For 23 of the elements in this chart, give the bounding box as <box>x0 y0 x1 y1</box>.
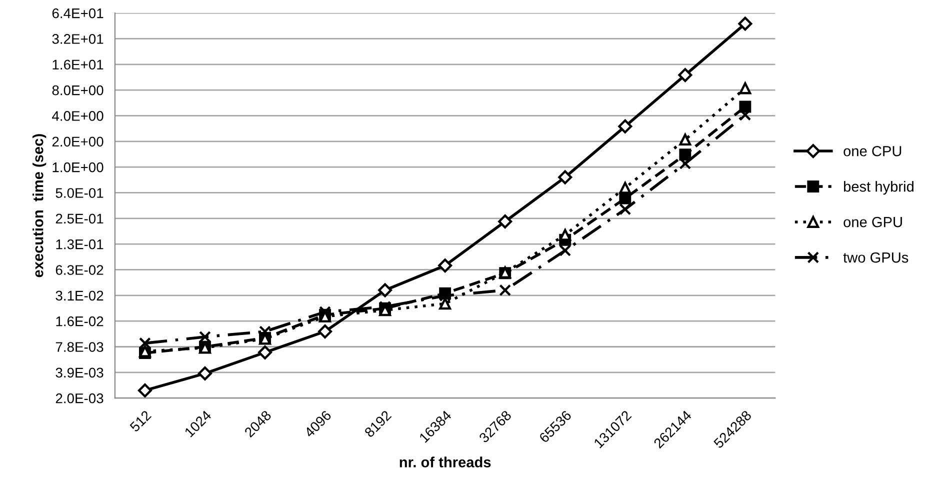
legend-label: one CPU <box>844 146 902 156</box>
y-tick-label: 8.0E+00 <box>52 85 104 96</box>
y-tick-label: 2.0E+00 <box>52 136 104 147</box>
y-tick-label: 1.3E-01 <box>56 239 104 250</box>
x-axis-title: nr. of threads <box>400 456 491 468</box>
y-tick-label: 2.0E-03 <box>56 393 104 404</box>
y-tick-label: 1.6E+01 <box>52 60 104 70</box>
y-tick-label: 6.4E+01 <box>52 8 104 18</box>
y-tick-label: 3.2E+01 <box>52 34 104 44</box>
y-tick-label: 6.3E-02 <box>56 265 104 275</box>
y-tick-label: 3.1E-02 <box>56 290 104 301</box>
y-tick-label: 4.0E+00 <box>52 111 104 121</box>
y-tick-label: 3.9E-03 <box>56 368 104 378</box>
y-axis-title: execution time (sec) <box>32 134 46 278</box>
y-tick-label: 5.0E-01 <box>56 188 104 198</box>
y-tick-label: 7.8E-03 <box>56 342 104 352</box>
y-tick-label: 1.6E-02 <box>56 316 104 326</box>
legend-label: two GPUs <box>843 252 908 263</box>
y-tick-label: 2.5E-01 <box>56 214 104 224</box>
legend-label: best hybrid <box>844 181 914 195</box>
x-tick-label: 512 <box>129 410 152 432</box>
y-tick-label: 1.0E+00 <box>52 162 104 172</box>
legend-label: one GPU <box>844 216 902 228</box>
